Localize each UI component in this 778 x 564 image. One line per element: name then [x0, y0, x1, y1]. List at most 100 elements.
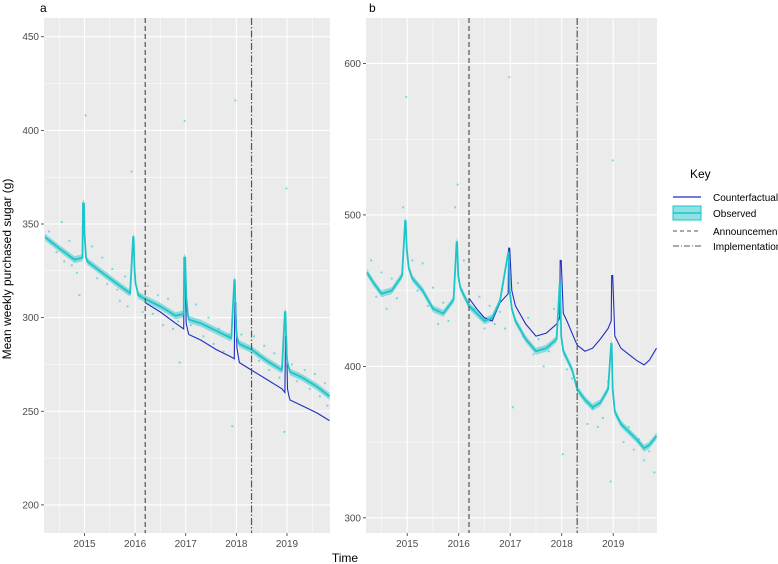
- y-tick-label: 250: [22, 407, 39, 418]
- weekly-point: [516, 281, 520, 285]
- weekly-point: [217, 327, 220, 330]
- weekly-point: [601, 416, 605, 419]
- weekly-point: [632, 448, 635, 451]
- observed-band: [45, 199, 330, 400]
- weekly-point: [421, 262, 424, 265]
- weekly-point: [326, 404, 329, 407]
- weekly-point: [596, 425, 599, 429]
- weekly-point: [295, 380, 299, 383]
- weekly-point: [278, 376, 281, 379]
- y-tick-label: 600: [344, 59, 361, 70]
- observed-band: [367, 217, 657, 452]
- weekly-point: [643, 459, 646, 462]
- legend: Key Counterfactual Observed Announcement…: [672, 167, 778, 253]
- weekly-point: [390, 277, 393, 280]
- weekly-point: [609, 480, 612, 483]
- observed-line: [366, 220, 658, 450]
- y-axis-title: Mean weekly purchased sugar (g): [0, 179, 14, 360]
- x-tick-label: 2017: [499, 539, 522, 550]
- weekly-point: [177, 320, 180, 323]
- weekly-point: [171, 327, 175, 330]
- weekly-point: [411, 259, 414, 262]
- x-tick-label: 2017: [175, 539, 198, 550]
- panel-b-tag: b: [369, 1, 376, 15]
- legend-observed-label: Observed: [713, 209, 756, 220]
- weekly-point: [303, 368, 306, 372]
- weekly-point: [503, 327, 507, 330]
- weekly-point: [637, 437, 641, 441]
- weekly-point: [537, 338, 540, 341]
- weekly-point: [231, 425, 234, 428]
- weekly-point: [462, 259, 465, 262]
- weekly-point: [183, 119, 186, 123]
- weekly-point: [123, 275, 127, 278]
- weekly-point: [442, 301, 445, 304]
- panel-a-y-ticks: 200 250 300 350 400 450: [22, 32, 44, 511]
- weekly-point: [648, 450, 651, 453]
- y-tick-label: 200: [22, 500, 39, 511]
- weekly-point: [202, 335, 205, 338]
- x-tick-label: 2018: [551, 539, 574, 550]
- y-tick-label: 450: [22, 32, 39, 43]
- weekly-point: [370, 259, 373, 262]
- weekly-point: [178, 361, 181, 364]
- weekly-point: [227, 333, 230, 336]
- weekly-point: [313, 372, 316, 375]
- weekly-point: [375, 295, 378, 298]
- weekly-point: [542, 365, 545, 368]
- weekly-point: [258, 359, 261, 362]
- weekly-point: [63, 260, 66, 263]
- panel-b-observed-band: [367, 217, 657, 452]
- weekly-point: [166, 297, 170, 301]
- x-tick-label: 2019: [276, 539, 299, 550]
- x-tick-label: 2016: [124, 539, 147, 550]
- weekly-point: [207, 316, 210, 319]
- panel-b-x-ticks: 2015 2016 2017 2018 2019: [396, 533, 625, 550]
- panel-b-vlines: [468, 18, 578, 533]
- panel-b-lines: [366, 220, 658, 450]
- weekly-point: [653, 471, 656, 474]
- weekly-point: [405, 95, 408, 98]
- weekly-point: [565, 368, 568, 371]
- weekly-point: [308, 387, 311, 390]
- y-tick-label: 300: [344, 513, 361, 524]
- weekly-point: [493, 322, 496, 326]
- weekly-point: [68, 239, 71, 242]
- weekly-point: [118, 299, 122, 302]
- weekly-point: [508, 75, 511, 79]
- panel-a-tag: a: [40, 1, 47, 15]
- weekly-point: [101, 256, 104, 259]
- weekly-point: [561, 453, 564, 456]
- weekly-point: [431, 286, 435, 289]
- weekly-point: [55, 250, 58, 254]
- weekly-point: [318, 395, 321, 398]
- x-tick-label: 2018: [225, 539, 248, 550]
- weekly-point: [511, 406, 514, 409]
- weekly-point: [416, 289, 419, 292]
- y-tick-label: 400: [22, 126, 39, 137]
- weekly-point: [70, 264, 73, 267]
- panel-b-y-ticks: 300 400 500 600: [344, 59, 366, 524]
- panel-a-observed-band: [45, 199, 330, 400]
- panel-a-x-ticks: 2015 2016 2017 2018 2019: [73, 533, 299, 550]
- weekly-point: [234, 99, 237, 102]
- weekly-point: [290, 363, 294, 366]
- weekly-point: [161, 324, 165, 327]
- weekly-point: [586, 422, 589, 426]
- weekly-point: [498, 310, 502, 313]
- y-tick-label: 500: [344, 210, 361, 221]
- panel-a-background: [44, 18, 330, 533]
- weekly-point: [84, 114, 87, 117]
- weekly-point: [126, 305, 129, 308]
- y-tick-label: 300: [22, 313, 39, 324]
- y-tick-label: 350: [22, 220, 39, 231]
- x-axis-title: Time: [332, 551, 359, 564]
- weekly-point: [60, 221, 63, 224]
- weekly-point: [456, 183, 459, 186]
- weekly-point: [111, 267, 114, 271]
- y-tick-label: 400: [344, 362, 361, 373]
- weekly-point: [47, 230, 51, 233]
- weekly-point: [570, 377, 574, 380]
